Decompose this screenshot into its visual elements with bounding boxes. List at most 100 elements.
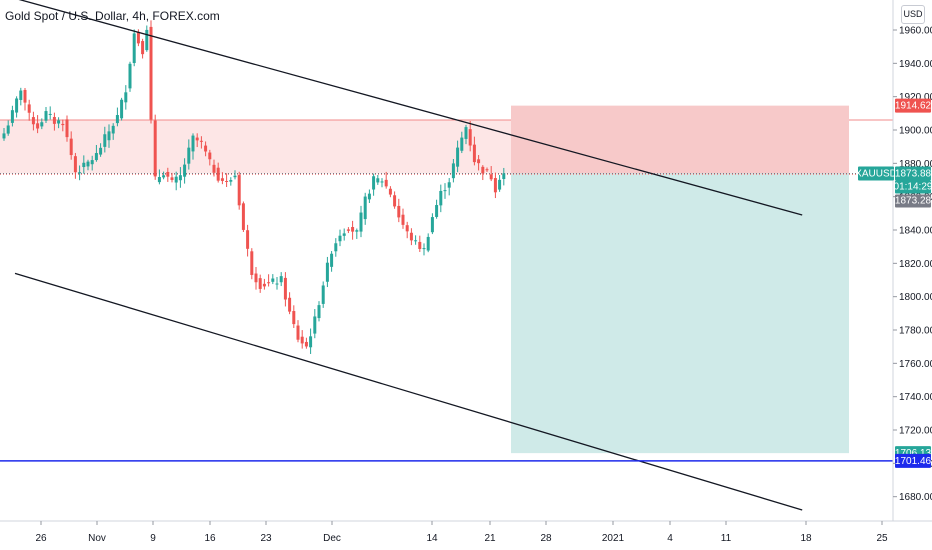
y-tick-label: 1820.00 — [899, 259, 932, 270]
candle — [485, 167, 489, 173]
candle — [120, 97, 124, 121]
candle — [304, 337, 308, 349]
candle — [225, 173, 229, 187]
bid-price-tag[interactable]: 1873.28 — [895, 194, 932, 208]
candle — [141, 38, 145, 59]
y-tick-label: 1920.00 — [899, 92, 932, 103]
x-tick-label: 2021 — [602, 533, 625, 544]
candle — [258, 274, 262, 293]
candle — [170, 172, 174, 183]
last-price-tag[interactable]: 1873.88 — [895, 166, 932, 181]
channel-lower-line[interactable] — [14, 272, 803, 511]
candle — [409, 228, 413, 246]
stop-loss-zone[interactable] — [511, 105, 849, 174]
candle — [15, 96, 19, 118]
candle — [346, 227, 350, 234]
candle — [237, 171, 241, 210]
candle — [57, 117, 61, 129]
candle — [288, 292, 292, 315]
candle — [405, 221, 409, 239]
y-tick-label: 1720.00 — [899, 426, 932, 437]
candle — [254, 267, 258, 290]
x-tick-label: 23 — [260, 533, 272, 544]
candle — [246, 224, 250, 257]
candle — [145, 25, 149, 52]
candle — [111, 123, 115, 140]
candle — [78, 165, 82, 181]
stop-loss-price-tag[interactable]: 1914.62 — [895, 98, 932, 113]
candle — [31, 111, 35, 131]
candle — [216, 162, 220, 183]
channel-upper-line[interactable] — [15, 0, 803, 216]
candle — [233, 170, 237, 180]
stop-loss-price-tag-text: 1914.62 — [895, 101, 932, 112]
candle — [208, 149, 212, 166]
candle — [380, 178, 384, 188]
y-tick-label: 1940.00 — [899, 59, 932, 70]
candle — [384, 171, 388, 189]
candle — [82, 155, 86, 174]
y-tick-label: 1900.00 — [899, 126, 932, 137]
x-tick-label: 25 — [876, 533, 888, 544]
candle — [321, 281, 325, 308]
symbol-tag-text: XAUUSD — [855, 169, 897, 180]
candle — [174, 171, 178, 191]
currency-button[interactable]: USD — [901, 5, 925, 24]
x-tick-label: 21 — [484, 533, 496, 544]
y-tick-label: 1880.00 — [899, 159, 932, 170]
candle — [23, 87, 27, 111]
candle — [426, 233, 430, 253]
y-tick-label: 1840.00 — [899, 226, 932, 237]
y-tick-label: 1960.00 — [899, 26, 932, 37]
candle — [351, 220, 355, 240]
candle — [86, 159, 90, 171]
candle — [359, 205, 363, 238]
candle — [183, 158, 187, 184]
candle — [363, 192, 367, 225]
candle — [309, 328, 313, 354]
candle — [267, 274, 271, 287]
bid-price-tag-text: 1873.28 — [895, 196, 932, 207]
x-tick-label: 18 — [800, 533, 812, 544]
candle — [166, 167, 170, 182]
x-tick-label: 16 — [204, 533, 216, 544]
candle — [439, 184, 443, 213]
candle — [36, 115, 40, 134]
candle — [229, 177, 233, 186]
x-tick-label: Dec — [323, 533, 341, 544]
candle — [178, 167, 182, 188]
candle — [493, 172, 497, 199]
candle — [149, 20, 153, 124]
chart-title: Gold Spot / U.S. Dollar, 4h, FOREX.com — [5, 9, 220, 23]
candle — [418, 235, 422, 252]
take-profit-zone[interactable] — [511, 173, 849, 454]
candle — [279, 272, 283, 287]
candle — [401, 208, 405, 229]
candle — [296, 320, 300, 343]
countdown-tag-text: 01:14:29 — [894, 182, 932, 193]
candle — [489, 166, 493, 182]
candle — [330, 251, 334, 272]
candle — [275, 277, 279, 290]
candle — [367, 189, 371, 204]
candle — [451, 158, 455, 183]
candle — [65, 115, 69, 142]
support-price-tag-text: 1701.46 — [895, 456, 932, 467]
countdown-tag[interactable]: 01:14:29 — [894, 180, 932, 194]
candle — [2, 128, 6, 141]
candle — [498, 175, 502, 192]
symbol-tag[interactable]: XAUUSD — [855, 166, 897, 181]
candle — [355, 228, 359, 239]
candle — [19, 87, 23, 106]
candle — [397, 198, 401, 223]
candle — [212, 159, 216, 177]
y-tick-label: 1740.00 — [899, 392, 932, 403]
candle — [435, 199, 439, 219]
candle — [443, 183, 447, 199]
candle — [460, 131, 464, 154]
support-price-tag[interactable]: 1701.46 — [895, 453, 932, 468]
x-tick-label: 14 — [426, 533, 438, 544]
y-tick-label: 1680.00 — [899, 492, 932, 503]
